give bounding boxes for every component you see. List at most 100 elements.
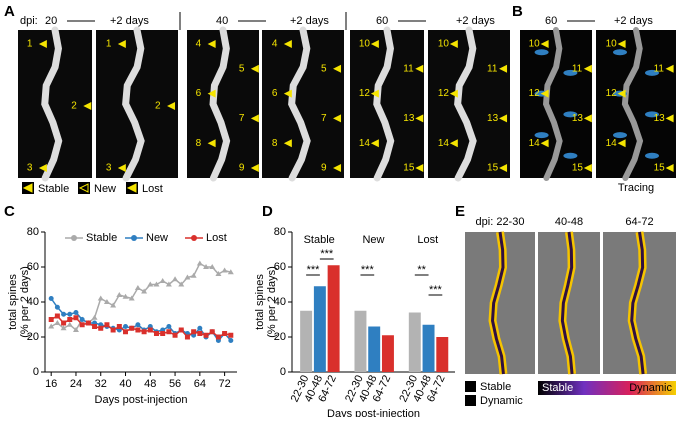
marker [98,325,104,331]
bar [381,335,394,372]
spine-label: 2 [71,101,77,112]
marker [73,315,79,321]
legend-text: New [94,183,116,195]
spine-arrow [583,114,592,123]
sig-label: *** [429,284,443,296]
spine-label: 4 [272,39,278,50]
spine-arrow [207,139,216,148]
spine-label: 3 [106,163,112,174]
spine-label: 10 [529,39,541,50]
later-label: +2 days [614,15,653,27]
spine-arrow [370,89,379,98]
marker [123,329,129,335]
marker [129,325,135,331]
spine-label: 14 [606,138,618,149]
spine-arrow [617,89,626,98]
marker [178,327,184,333]
y-axis-label: (% per 2 days) [266,266,278,338]
marker [228,332,234,338]
marker [91,314,98,320]
marker [153,331,159,336]
marker [196,260,203,266]
spine [563,111,578,118]
spine-arrow [665,164,674,172]
legend-marker [131,235,137,241]
spine-arrow [499,114,508,123]
spine-arrow [283,89,292,98]
spine [534,132,549,139]
marker [184,334,190,340]
marker [165,281,172,287]
spine-arrow [38,40,47,48]
marker [172,332,178,338]
y-tick-label: 60 [274,261,286,273]
marker [215,271,222,276]
spine [645,111,659,118]
marker [135,327,141,333]
spine-label: 7 [239,113,245,124]
spine-label: 10 [606,39,618,50]
marker [104,322,110,328]
spine-label: 15 [487,163,499,174]
dendrite [122,26,145,182]
spine-label: 12 [359,88,371,99]
spine-label: 11 [403,63,414,74]
spine-arrow [415,114,424,123]
dendrite [288,26,311,182]
stage-label: 60 [545,15,557,27]
spine-arrow [333,114,342,123]
marker [116,324,122,329]
dendrite [542,27,563,181]
bar [327,265,340,372]
spine-arrow [415,64,424,73]
marker [110,302,117,308]
bar [408,312,421,372]
x-tick-label: 56 [169,378,181,390]
spine-arrow [449,139,458,148]
legend-marker [71,235,77,241]
spine-label: 1 [27,39,33,50]
spine-arrow [583,164,592,172]
spine-label: 13 [654,113,666,124]
legend-icon [126,183,137,193]
y-tick-label: 20 [27,331,39,343]
marker [48,296,54,301]
marker [191,329,197,335]
legend-box [465,381,476,392]
spine-label: 8 [272,138,278,149]
spine-label: 9 [321,163,327,174]
dendrite [209,26,231,182]
y-axis-label: total spines [254,274,266,330]
legend-text: Lost [206,232,227,244]
marker [197,331,203,336]
marker [160,331,166,336]
dendrite [373,26,395,182]
stage-label: 20 [45,15,57,27]
x-tick-label: 40 [119,378,131,390]
marker [97,295,104,301]
bar [354,310,367,372]
bar [436,337,449,372]
spine [645,69,659,76]
spine-label: 14 [529,138,541,149]
sig-label: *** [320,248,334,260]
marker [48,317,54,322]
spine-label: 8 [196,138,202,149]
spine-label: 5 [321,63,327,74]
spine-arrow [617,139,626,148]
marker [147,327,153,333]
marker [92,324,98,329]
spine-label: 12 [438,88,450,99]
x-tick-label: 48 [144,378,156,390]
spine-label: 14 [359,138,371,149]
color-scale [538,381,676,395]
group-label: Stable [304,234,335,246]
legend-text: Stable [480,381,511,393]
x-tick-label: 32 [95,378,107,390]
spine-arrow [499,164,508,172]
legend-text: Stable [38,183,69,195]
spine-label: 1 [106,39,112,50]
spine-arrow [665,114,674,123]
later-label: +2 days [290,15,329,27]
